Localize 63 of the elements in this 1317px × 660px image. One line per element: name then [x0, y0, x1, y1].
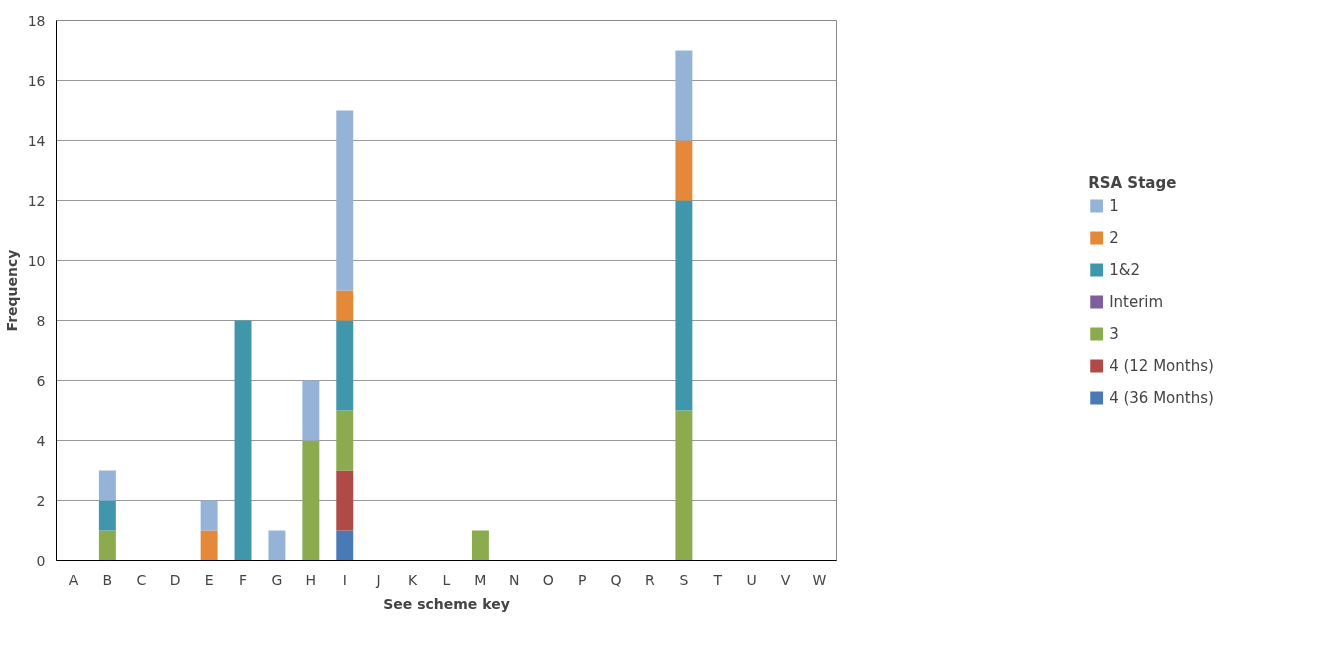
- legend-label: Interim: [1109, 292, 1164, 311]
- x-tick-label: W: [812, 571, 827, 588]
- x-tick-label: P: [577, 571, 587, 588]
- x-tick-label: N: [509, 571, 520, 588]
- bar: [234, 320, 252, 561]
- x-tick-label: G: [271, 571, 283, 588]
- x-tick-label: T: [712, 571, 723, 588]
- legend-label: 1&2: [1109, 260, 1140, 279]
- bar: [336, 320, 354, 411]
- legend-label: 4 (12 Months): [1109, 356, 1214, 375]
- x-tick-label: Q: [610, 571, 622, 588]
- x-tick-label: A: [68, 571, 79, 588]
- legend-label: 2: [1109, 228, 1120, 247]
- bar: [471, 530, 489, 561]
- y-tick-label: 16: [27, 72, 46, 89]
- bar: [675, 200, 693, 411]
- bar: [302, 380, 320, 441]
- bar: [336, 530, 354, 561]
- x-tick-label: J: [375, 571, 381, 588]
- bar: [268, 530, 286, 561]
- x-tick-label: H: [305, 571, 317, 588]
- x-tick-label: I: [342, 571, 347, 588]
- bar: [98, 470, 116, 501]
- x-tick-label: D: [169, 571, 181, 588]
- legend-label: 1: [1109, 196, 1120, 215]
- bar: [675, 50, 693, 141]
- x-tick-label: V: [780, 571, 791, 588]
- x-tick-label: S: [679, 571, 689, 588]
- x-tick-label: C: [136, 571, 147, 588]
- y-tick-label: 8: [36, 312, 46, 329]
- x-tick-label: M: [474, 571, 487, 588]
- y-tick-label: 2: [36, 492, 46, 509]
- x-tick-label: O: [542, 571, 554, 588]
- bar: [675, 140, 693, 201]
- y-tick-label: 0: [36, 552, 46, 569]
- x-tick-label: U: [746, 571, 757, 588]
- legend-title: RSA Stage: [1088, 173, 1178, 192]
- y-axis-title: Frequency: [3, 249, 20, 332]
- bar: [336, 290, 354, 321]
- x-tick-label: F: [239, 571, 248, 588]
- bar: [98, 530, 116, 561]
- y-tick-label: 4: [36, 432, 46, 449]
- bar: [98, 500, 116, 531]
- legend-label: 3: [1109, 324, 1120, 343]
- x-tick-label: L: [442, 571, 451, 588]
- bar: [302, 440, 320, 561]
- bar: [200, 530, 218, 561]
- bar: [336, 410, 354, 471]
- x-tick-label: E: [204, 571, 214, 588]
- bar: [336, 470, 354, 531]
- bar: [200, 500, 218, 531]
- y-tick-label: 14: [27, 132, 46, 149]
- y-tick-label: 10: [27, 252, 46, 269]
- y-tick-label: 12: [27, 192, 46, 209]
- bar: [675, 410, 693, 561]
- bar: [336, 110, 354, 291]
- x-tick-label: B: [102, 571, 113, 588]
- x-tick-label: R: [645, 571, 656, 588]
- x-axis-title: See scheme key: [383, 595, 510, 612]
- legend-label: 4 (36 Months): [1109, 388, 1214, 407]
- y-tick-label: 6: [36, 372, 46, 389]
- x-tick-label: K: [408, 571, 418, 588]
- y-tick-label: 18: [27, 12, 46, 29]
